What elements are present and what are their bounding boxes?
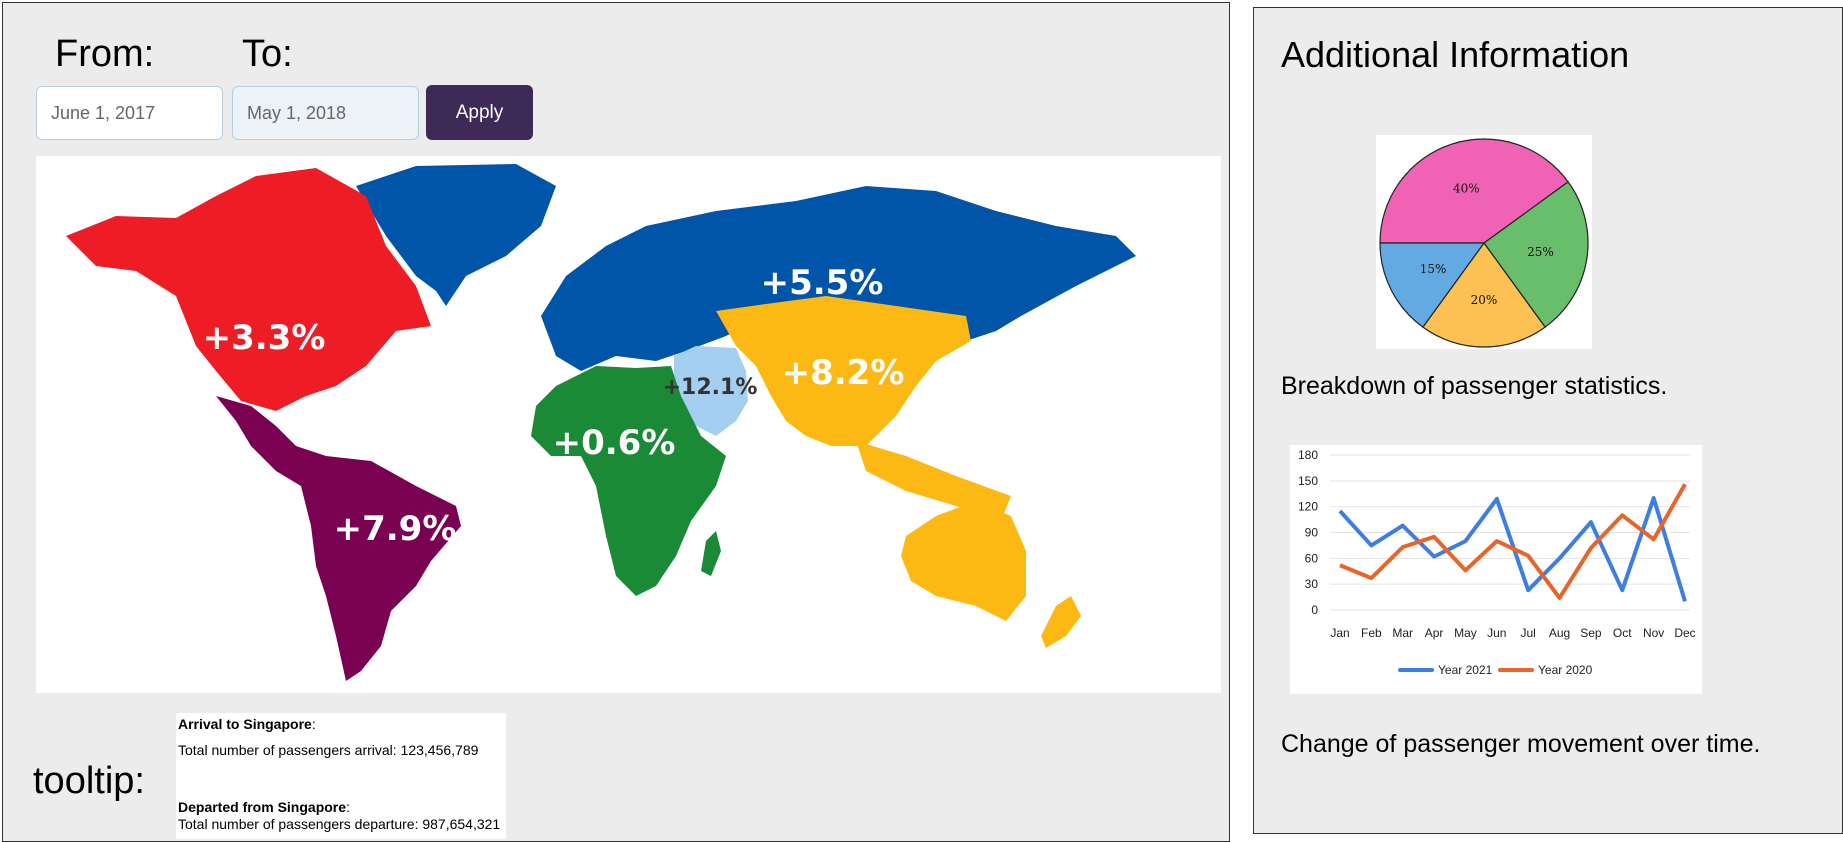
arrival-text: Total number of passengers arrival: 123,… xyxy=(178,742,479,758)
pie-slice-label: 40% xyxy=(1453,182,1480,196)
y-tick-label: 120 xyxy=(1298,500,1318,514)
label-africa: +0.6% xyxy=(553,423,676,463)
pie-slice xyxy=(1422,241,1546,348)
region-madagascar[interactable] xyxy=(701,531,721,576)
x-tick-label: Sep xyxy=(1580,626,1602,640)
line-caption: Change of passenger movement over time. xyxy=(1281,730,1761,758)
pie-slice xyxy=(1379,242,1486,328)
pie-chart: 40% 25% 20% 15% xyxy=(1379,138,1589,348)
pie-chart-box: 40% 25% 20% 15% xyxy=(1376,135,1592,349)
series-line xyxy=(1339,483,1687,600)
x-tick-label: Jun xyxy=(1487,626,1506,640)
label-latin-america: +7.9% xyxy=(334,509,457,549)
y-tick-label: 90 xyxy=(1305,526,1319,540)
pie-slice xyxy=(1483,181,1589,328)
region-middle-east[interactable] xyxy=(674,346,748,436)
y-tick-label: 0 xyxy=(1311,603,1318,617)
region-latin-america[interactable] xyxy=(216,396,461,681)
x-tick-label: Jul xyxy=(1521,626,1536,640)
map-labels: +3.3% +5.5% +12.1% +8.2% +0.6% +7.9% xyxy=(203,263,905,549)
x-tick-label: Apr xyxy=(1425,626,1444,640)
region-asia-pacific[interactable] xyxy=(716,296,971,446)
pie-slice-label: 25% xyxy=(1527,245,1554,259)
from-date-input[interactable] xyxy=(36,86,223,140)
info-panel xyxy=(1253,7,1843,834)
x-tick-label: Feb xyxy=(1361,626,1382,640)
from-label: From: xyxy=(55,33,155,75)
tooltip-box: Arrival to Singapore: Total number of pa… xyxy=(176,713,506,839)
apply-button[interactable]: Apply xyxy=(426,85,533,140)
label-europe: +5.5% xyxy=(761,263,884,303)
label-asia-pacific: +8.2% xyxy=(782,353,905,393)
departure-text: Total number of passengers departure: 98… xyxy=(178,816,501,832)
region-asia-pacific-islands[interactable] xyxy=(856,441,1011,521)
departure-title: Departed from Singapore xyxy=(178,799,347,815)
x-tick-label: Aug xyxy=(1549,626,1570,640)
region-australia[interactable] xyxy=(901,501,1026,621)
pie-slice xyxy=(1379,138,1569,244)
x-tick-label: Mar xyxy=(1392,626,1413,640)
x-tick-label: Nov xyxy=(1643,626,1664,640)
to-date-input[interactable] xyxy=(232,86,419,140)
departure-heading: Departed from Singapore: xyxy=(178,799,350,815)
region-africa[interactable] xyxy=(531,366,726,596)
region-north-america[interactable] xyxy=(66,168,431,411)
region-new-zealand[interactable] xyxy=(1041,596,1081,648)
arrival-title: Arrival to Singapore xyxy=(178,716,312,732)
world-map xyxy=(36,156,1221,693)
tooltip-label: tooltip: xyxy=(33,760,145,802)
y-tick-label: 150 xyxy=(1298,474,1318,488)
arrival-colon: : xyxy=(311,716,316,732)
label-middle-east: +12.1% xyxy=(663,375,758,400)
x-tick-label: May xyxy=(1454,626,1477,640)
y-tick-label: 180 xyxy=(1298,448,1318,462)
arrival-heading: Arrival to Singapore: xyxy=(178,716,316,732)
series-line xyxy=(1338,496,1687,602)
x-tick-label: Oct xyxy=(1613,626,1632,640)
pie-caption: Breakdown of passenger statistics. xyxy=(1281,372,1668,400)
y-tick-label: 30 xyxy=(1305,577,1319,591)
x-tick-label: Dec xyxy=(1674,626,1695,640)
legend-label: Year 2021 xyxy=(1438,663,1493,677)
legend-label: Year 2020 xyxy=(1538,663,1593,677)
label-north-america: +3.3% xyxy=(203,318,326,358)
info-title: Additional Information xyxy=(1281,34,1630,75)
to-label: To: xyxy=(242,33,293,75)
y-tick-label: 60 xyxy=(1305,551,1319,565)
x-tick-label: Jan xyxy=(1330,626,1349,640)
region-europe[interactable] xyxy=(541,186,1136,371)
pie-slice-label: 20% xyxy=(1471,293,1498,307)
line-chart: 0 30 60 90 120 150 180 Jan Feb Mar Apr May Jun Jul Aug… xyxy=(1298,448,1696,677)
line-chart-box: 0 30 60 90 120 150 180 Jan Feb Mar Apr May Jun Jul Aug… xyxy=(1290,445,1702,694)
region-greenland[interactable] xyxy=(356,164,556,306)
departure-colon: : xyxy=(346,799,350,815)
pie-slice-label: 15% xyxy=(1420,262,1447,276)
